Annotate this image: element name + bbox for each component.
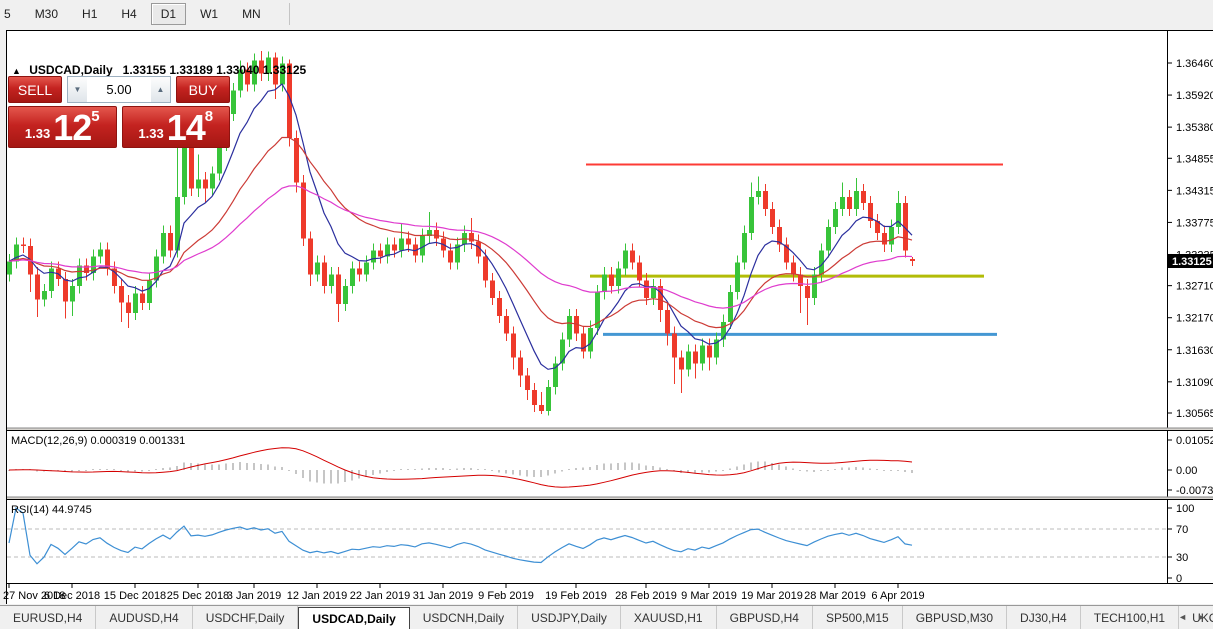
tab-eurusd-h4[interactable]: EURUSD,H4 <box>0 606 97 629</box>
macd-signal-line <box>8 447 913 488</box>
svg-text:1.31630: 1.31630 <box>1176 345 1213 357</box>
svg-text:9 Feb 2019: 9 Feb 2019 <box>478 590 534 602</box>
svg-text:1.35380: 1.35380 <box>1176 122 1213 134</box>
chart-ohlc-values: 1.33155 1.33189 1.33040 1.33125 <box>122 63 307 77</box>
svg-text:1.35920: 1.35920 <box>1176 90 1213 102</box>
svg-text:1.32710: 1.32710 <box>1176 281 1213 293</box>
tab-scroll-right-icon[interactable]: ► <box>1197 612 1206 622</box>
chart-window: 1.36460 1.35920 1.35380 1.34855 1.34315 1.337… <box>0 28 1213 629</box>
rsi-label: RSI(14) 44.9745 <box>11 504 92 516</box>
candles-layer <box>7 51 915 416</box>
rsi-axis[interactable]: 100 70 30 0 <box>1168 503 1194 585</box>
tab-scroll-controls: ◄ ► <box>1173 605 1211 629</box>
horizontal-line-objects[interactable] <box>586 163 1003 336</box>
svg-text:1.33125: 1.33125 <box>1172 256 1212 268</box>
moving-average-lines <box>8 83 913 370</box>
svg-text:22 Jan 2019: 22 Jan 2019 <box>350 590 411 602</box>
tab-usdchf-daily[interactable]: USDCHF,Daily <box>193 606 299 629</box>
svg-text:1.36460: 1.36460 <box>1176 58 1213 70</box>
svg-text:9 Mar 2019: 9 Mar 2019 <box>681 590 737 602</box>
svg-text:27 Nov 2018: 27 Nov 2018 <box>3 590 65 602</box>
sell-button[interactable]: SELL <box>8 76 62 103</box>
svg-text:6 Dec 2018: 6 Dec 2018 <box>44 590 100 602</box>
svg-text:1.34855: 1.34855 <box>1176 153 1213 165</box>
volume-input[interactable] <box>87 77 151 102</box>
svg-text:28 Feb 2019: 28 Feb 2019 <box>615 590 677 602</box>
tab-gbpusd-h4[interactable]: GBPUSD,H4 <box>717 606 813 629</box>
tab-scroll-left-icon[interactable]: ◄ <box>1178 612 1188 622</box>
svg-text:70: 70 <box>1176 524 1188 536</box>
svg-text:1.33775: 1.33775 <box>1176 217 1213 229</box>
collapse-triangle-icon[interactable]: ▲ <box>12 66 21 76</box>
macd-label: MACD(12,26,9) 0.000319 0.001331 <box>11 435 185 447</box>
svg-text:19 Mar 2019: 19 Mar 2019 <box>741 590 803 602</box>
volume-increase-icon[interactable]: ▲ <box>151 77 170 102</box>
tab-ukoil-h1[interactable]: UKOil,H1 <box>1179 606 1213 629</box>
tab-usdcnh-daily[interactable]: USDCNH,Daily <box>410 606 519 629</box>
svg-text:100: 100 <box>1176 503 1194 515</box>
sell-price-panel[interactable]: 1.33 12 5 <box>8 106 117 148</box>
buy-price-prefix: 1.33 <box>138 126 164 141</box>
svg-text:12 Jan 2019: 12 Jan 2019 <box>287 590 348 602</box>
timeframe-d1-button[interactable]: D1 <box>150 3 187 25</box>
volume-stepper: ▼ ▲ <box>67 76 171 103</box>
svg-text:1.32170: 1.32170 <box>1176 313 1213 325</box>
price-axis[interactable]: 1.36460 1.35920 1.35380 1.34855 1.34315 1.337… <box>1168 58 1213 420</box>
sell-price-big-digits: 12 <box>53 107 92 148</box>
panel-frame <box>6 30 1213 604</box>
timeframe-h1-button[interactable]: H1 <box>82 7 98 21</box>
timeframe-m5-button[interactable]: 5 <box>4 7 11 21</box>
sell-price-prefix: 1.33 <box>24 126 51 141</box>
tab-dj30-h4[interactable]: DJ30,H4 <box>1007 606 1081 629</box>
toolbar-separator <box>288 3 290 25</box>
timeframe-mn-button[interactable]: MN <box>242 7 261 21</box>
svg-text:6 Apr 2019: 6 Apr 2019 <box>871 590 924 602</box>
buy-price-panel[interactable]: 1.33 14 8 <box>121 106 230 148</box>
svg-text:19 Feb 2019: 19 Feb 2019 <box>545 590 607 602</box>
tab-usdcad-daily[interactable]: USDCAD,Daily <box>298 607 410 629</box>
svg-text:-0.0073: -0.0073 <box>1176 485 1213 497</box>
timeframe-h4-button[interactable]: H4 <box>121 7 137 21</box>
current-price-tag: 1.33125 <box>1168 254 1213 269</box>
rsi-line <box>8 506 913 565</box>
svg-text:0: 0 <box>1176 573 1182 585</box>
sell-price-pipette: 5 <box>91 108 100 125</box>
svg-text:0.00: 0.00 <box>1176 465 1197 477</box>
svg-text:30: 30 <box>1176 552 1188 564</box>
buy-price-pipette: 8 <box>204 108 214 125</box>
buy-price-big-digits: 14 <box>166 107 206 148</box>
chart-symbol-label: USDCAD,Daily <box>29 63 113 77</box>
tab-audusd-h4[interactable]: AUDUSD,H4 <box>96 606 193 629</box>
tab-gbpusd-m30[interactable]: GBPUSD,M30 <box>903 606 1008 629</box>
tab-sp500-m15[interactable]: SP500,M15 <box>813 606 903 629</box>
timeframe-w1-button[interactable]: W1 <box>200 7 219 21</box>
svg-text:25 Dec 2018: 25 Dec 2018 <box>167 590 229 602</box>
chart-symbol-header: ▲ USDCAD,Daily 1.33155 1.33189 1.33040 1… <box>12 63 306 77</box>
svg-text:15 Dec 2018: 15 Dec 2018 <box>104 590 166 602</box>
svg-text:31 Jan 2019: 31 Jan 2019 <box>413 590 474 602</box>
rsi-level-lines[interactable] <box>7 528 1167 558</box>
volume-decrease-icon[interactable]: ▼ <box>68 77 87 102</box>
buy-button[interactable]: BUY <box>176 76 230 103</box>
tab-xauusd-h1[interactable]: XAUUSD,H1 <box>621 606 717 629</box>
tab-tech100-h1[interactable]: TECH100,H1 <box>1081 606 1180 629</box>
one-click-trade-widget: SELL ▼ ▲ BUY 1.33 12 5 1.33 14 8 <box>8 76 230 148</box>
svg-text:1.30565: 1.30565 <box>1176 408 1213 420</box>
svg-text:3 Jan 2019: 3 Jan 2019 <box>227 590 281 602</box>
chart-tab-bar: EURUSD,H4 AUDUSD,H4 USDCHF,Daily USDCAD,… <box>0 605 1213 629</box>
svg-text:1.31090: 1.31090 <box>1176 377 1213 389</box>
macd-histogram <box>8 461 913 484</box>
timeframe-m30-button[interactable]: M30 <box>34 7 59 21</box>
macd-axis[interactable]: 0.010525 0.00 -0.0073 <box>1168 435 1213 497</box>
svg-text:0.010525: 0.010525 <box>1176 435 1213 447</box>
tab-usdjpy-daily[interactable]: USDJPY,Daily <box>518 606 621 629</box>
svg-text:28 Mar 2019: 28 Mar 2019 <box>804 590 866 602</box>
svg-text:1.34315: 1.34315 <box>1176 185 1213 197</box>
timeframe-toolbar: 5 M30 H1 H4 D1 W1 MN <box>0 0 1213 29</box>
